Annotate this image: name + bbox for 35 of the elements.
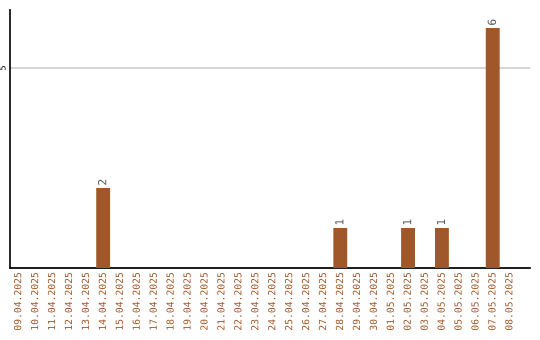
x-tick-label: 25.04.2025	[284, 272, 292, 330]
x-tick-label: 05.05.2025	[454, 272, 462, 330]
data-label: 6	[488, 20, 496, 25]
x-tick-label: 01.05.2025	[386, 272, 394, 330]
x-tick-label: 26.04.2025	[302, 272, 310, 330]
data-label: 1	[335, 220, 344, 224]
x-tick-label: 27.04.2025	[318, 272, 326, 330]
x-tick-label: 14.04.2025	[98, 272, 106, 330]
x-tick-label: 28.04.2025	[336, 272, 344, 330]
x-tick-label: 29.04.2025	[352, 272, 360, 330]
x-tick-label: 16.04.2025	[132, 272, 140, 330]
x-tick-label: 06.05.2025	[471, 272, 479, 330]
x-tick-label: 08.05.2025	[505, 272, 513, 330]
x-tick-label: 15.04.2025	[116, 272, 123, 330]
x-tick-label: 24.04.2025	[268, 272, 276, 330]
x-tick-label: 09.04.2025	[14, 272, 22, 330]
x-tick-label: 10.04.2025	[30, 272, 38, 330]
x-tick-label: 19.04.2025	[183, 272, 191, 330]
x-tick-label: 30.04.2025	[370, 272, 378, 330]
x-tick-label: 17.04.2025	[149, 272, 157, 330]
x-tick-label: 07.05.2025	[488, 272, 496, 330]
x-tick-label: 04.05.2025	[437, 272, 445, 330]
data-label: 2	[98, 180, 106, 185]
x-tick-label: 03.05.2025	[420, 272, 428, 330]
x-tick-label: 22.04.2025	[234, 272, 242, 330]
x-tick-label: 12.04.2025	[64, 272, 72, 330]
x-tick-label: 23.04.2025	[251, 272, 258, 330]
data-label: 1	[403, 220, 412, 224]
x-tick-label: 21.04.2025	[217, 272, 225, 330]
x-tick-label: 18.04.2025	[166, 272, 174, 330]
data-label: 1	[436, 220, 446, 224]
x-tick-label: 11.04.2025	[48, 272, 56, 330]
x-tick-label: 02.05.2025	[404, 272, 411, 330]
x-tick-label: 13.04.2025	[82, 272, 90, 330]
x-tick-label: 20.04.2025	[200, 272, 208, 330]
